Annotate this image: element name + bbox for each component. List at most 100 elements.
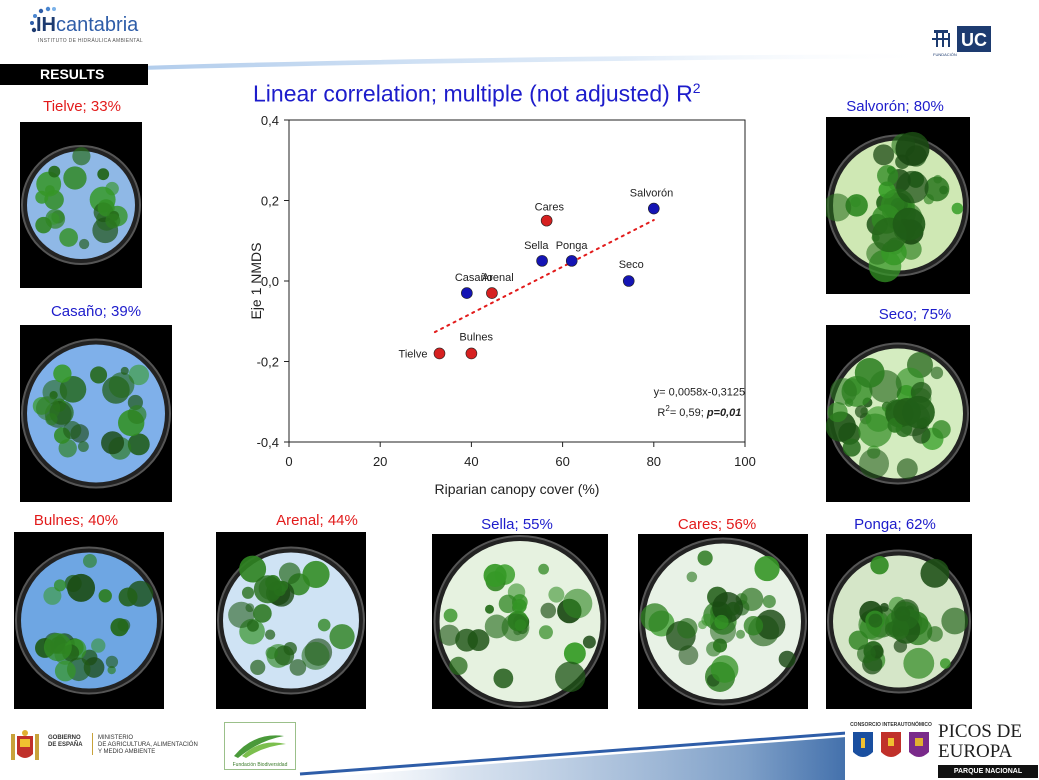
point-label: Casaño [455, 272, 493, 284]
foliage-blob [927, 626, 943, 642]
data-point [465, 347, 478, 360]
foliage-blob [77, 441, 89, 452]
foliage-blob [939, 658, 951, 669]
point-label: Seco [619, 259, 644, 271]
foliage-blob [63, 166, 87, 190]
foliage-blob [120, 366, 129, 375]
ih-logo-brand-bold: IH [36, 14, 56, 36]
foliage-blob [265, 646, 278, 660]
foliage-blob [892, 207, 926, 241]
consorcio-text: CONSORCIO INTERAUTONÓMICO [850, 720, 932, 728]
foliage-blob [844, 398, 854, 407]
photo-caption: Casaño; 39% [50, 303, 142, 320]
fisheye-image [826, 131, 969, 283]
scatter-chart: 0,4 0,2 0,0 -0,2 -0,4 0 20 40 60 80 100 Riparian ca… [248, 113, 756, 497]
photo-caption: Salvorón; 80% [846, 98, 944, 115]
foliage-blob [640, 603, 670, 632]
foliage-blob [253, 604, 272, 623]
foliage-blob [317, 618, 331, 632]
fisheye-image [639, 537, 807, 706]
foliage-blob [538, 563, 549, 575]
foliage-blob [859, 448, 890, 479]
hemispherical-photo [20, 122, 142, 288]
foliage-blob [108, 372, 135, 398]
foliage-blob [754, 555, 780, 582]
ministerio-text: MINISTERIO DE AGRICULTURA, ALIMENTACIÓN … [98, 735, 198, 755]
fisheye-image [15, 546, 163, 695]
picos-line-1: PICOS DE [938, 721, 1022, 742]
foliage-blob [58, 439, 77, 458]
foliage-blob [755, 609, 786, 640]
foliage-blob [485, 604, 495, 614]
uc-logo-icon: UC FUNDACIÓN [932, 26, 991, 57]
photo-caption: Cares; 56% [677, 516, 757, 533]
fisheye-image [217, 546, 365, 695]
data-point [486, 287, 498, 299]
foliage-blob [706, 641, 722, 657]
foliage-blob [253, 575, 282, 604]
foliage-blob [82, 554, 97, 568]
x-tick-label: 80 [647, 454, 661, 469]
y-tick-label: 0,4 [261, 113, 279, 128]
foliage-blob [53, 364, 72, 383]
foliage-blob [35, 396, 61, 421]
foliage-blob [710, 655, 739, 683]
data-point [622, 275, 635, 287]
foliage-blob [59, 228, 78, 247]
data-point [461, 287, 473, 299]
foliage-blob [438, 624, 460, 646]
fundacion-text: Fundación Biodiversidad [233, 762, 288, 768]
foliage-blob [241, 586, 255, 599]
p-value: p=0,01 [706, 407, 742, 419]
foliage-blob [301, 641, 330, 670]
uc-fundacion-text: FUNDACIÓN [933, 52, 957, 57]
foliage-blob [512, 599, 527, 614]
foliage-blob [845, 194, 868, 217]
chart-title-text: Linear correlation; multiple (not adjust… [253, 80, 693, 107]
foliage-blob [250, 659, 266, 675]
x-axis-label: Riparian canopy cover (%) [435, 481, 600, 497]
foliage-blob [53, 579, 67, 592]
hemispherical-photo [20, 325, 172, 502]
foliage-blob [118, 587, 138, 607]
results-label: RESULTS [0, 64, 148, 85]
foliage-blob [951, 202, 964, 215]
foliage-blob [895, 131, 930, 166]
r2-value: = 0,59; [670, 407, 707, 419]
foliage-blob [930, 366, 944, 380]
foliage-blob [686, 571, 698, 583]
data-point [540, 214, 553, 227]
photo-caption: Seco; 75% [878, 306, 952, 323]
y-tick-label: -0,2 [257, 355, 279, 370]
foliage-blob [90, 366, 108, 384]
foliage-blob [67, 573, 96, 602]
fisheye-image [826, 342, 969, 485]
hemispherical-photo [638, 534, 808, 709]
foliage-blob [903, 647, 935, 679]
foliage-blob [826, 193, 852, 222]
foliage-blob [932, 420, 951, 439]
foliage-blob [854, 357, 885, 388]
trendline [433, 219, 655, 334]
foliage-blob [540, 602, 557, 619]
foliage-blob [329, 624, 355, 650]
fisheye-image [21, 145, 141, 265]
foliage-blob [79, 238, 90, 250]
foliage-blob [736, 629, 745, 639]
point-label: Bulnes [459, 331, 493, 343]
foliage-blob [35, 216, 52, 234]
foliage-blob [563, 642, 586, 665]
foliage-blob [128, 364, 150, 386]
foliage-blob [743, 616, 764, 636]
point-label: Tielve [399, 348, 428, 360]
foliage-blob [97, 199, 115, 217]
point-label: Cares [535, 202, 565, 214]
fundacion-biodiversidad-logo-icon: Fundación Biodiversidad [224, 722, 296, 770]
foliage-blob [877, 165, 899, 187]
foliage-blob [289, 659, 307, 676]
foliage-blob [870, 556, 889, 575]
fisheye-image [21, 338, 171, 489]
data-point [647, 202, 660, 215]
foliage-blob [538, 625, 553, 640]
foliage-blob [555, 661, 586, 693]
